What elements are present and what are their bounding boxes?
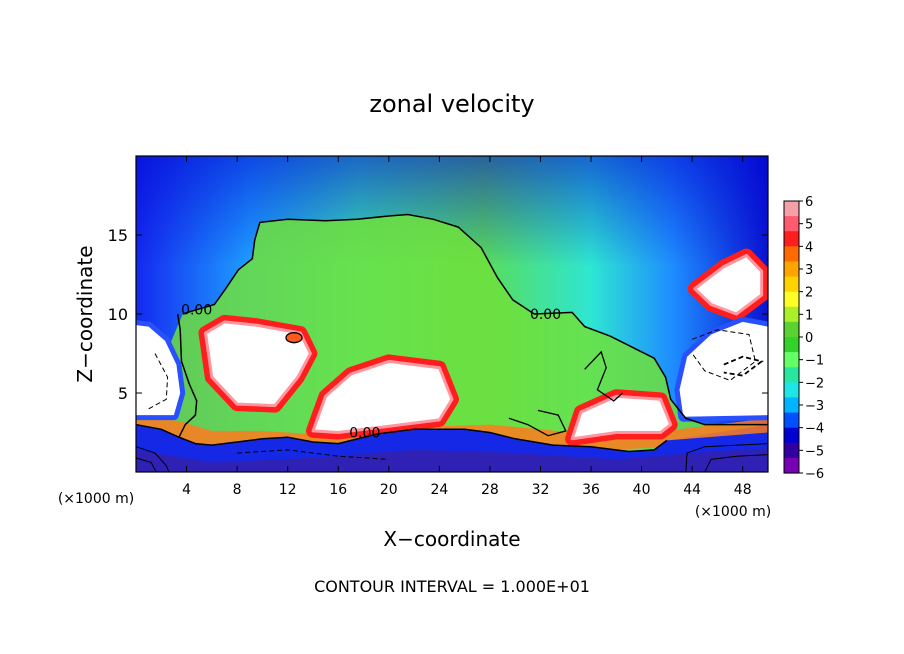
negative-floor-band xyxy=(136,448,768,472)
x-tick-label: 8 xyxy=(233,482,242,498)
colorbar-segment xyxy=(784,306,799,323)
negative-core-left xyxy=(136,325,181,416)
colorbar-segment xyxy=(784,337,799,353)
negative-contour-right xyxy=(691,329,756,381)
colorbar-tick-label: 6 xyxy=(805,195,813,210)
x-unit-left: (×1000 m) xyxy=(58,491,134,507)
colorbar-tick-label: −3 xyxy=(805,399,824,414)
x-tick-label: 48 xyxy=(734,482,752,498)
colorbar-segment xyxy=(784,246,799,263)
bottom-left-contour-inner xyxy=(136,457,157,472)
zero-contour-upper xyxy=(182,213,768,426)
x-tick-label: 40 xyxy=(633,482,651,498)
x-tick-label: 36 xyxy=(582,482,600,498)
positive-core-saturated xyxy=(311,359,454,434)
colorbar-segment xyxy=(784,276,799,293)
colorbar-tick-label: −6 xyxy=(805,467,824,482)
colorbar-segment xyxy=(784,427,799,444)
zero-contour-left xyxy=(176,313,198,438)
zero-contour-wiggle xyxy=(508,409,567,437)
x-tick-label: 20 xyxy=(380,482,398,498)
colorbar-tick-label: 5 xyxy=(805,218,813,233)
colorbar-tick-label: 0 xyxy=(805,331,813,346)
colorbar-tick-label: −2 xyxy=(805,376,824,391)
colorbar-segment xyxy=(784,457,799,474)
y-tick-label: 10 xyxy=(108,305,128,324)
x-tick-label: 12 xyxy=(279,482,297,498)
colorbar-tick-label: −5 xyxy=(805,444,824,459)
colorbar-segment xyxy=(784,201,799,217)
zero-contours xyxy=(136,213,768,472)
colorbar-tick-label: −4 xyxy=(805,422,824,437)
y-axis-label: Z−coordinate xyxy=(73,245,97,382)
colorbar-segment xyxy=(784,231,799,247)
y-tick-label: 15 xyxy=(108,226,128,245)
colorbar-segment xyxy=(784,321,799,338)
colorbar-segment xyxy=(784,291,799,308)
colorbar-segment xyxy=(784,261,799,278)
negative-contour-bottom xyxy=(237,449,389,460)
colorbar-segment xyxy=(784,216,799,232)
colorbar-segment xyxy=(784,397,799,414)
colorbar-segment xyxy=(784,382,799,399)
x-tick-label: 24 xyxy=(430,482,448,498)
x-tick-label: 4 xyxy=(182,482,191,498)
plot-area xyxy=(136,156,768,472)
colorbar-segment xyxy=(784,442,799,459)
colorbar-tick-label: 1 xyxy=(805,308,813,323)
colorbar-tick-label: 4 xyxy=(805,240,813,255)
x-axis-label: X−coordinate xyxy=(383,527,520,551)
zero-contour-lower xyxy=(136,423,668,453)
colorbar-segment xyxy=(784,367,799,383)
positive-core-saturated xyxy=(570,394,673,441)
bottom-left-contour xyxy=(136,446,170,472)
x-tick-label: 16 xyxy=(329,482,347,498)
contour-label: 0.00 xyxy=(530,307,561,323)
x-tick-label: 28 xyxy=(481,482,499,498)
chart-title: zonal velocity xyxy=(369,90,534,118)
colorbar-segment xyxy=(784,352,799,368)
positive-core-saturated xyxy=(204,320,312,408)
contour-label: 0.00 xyxy=(349,426,380,442)
contour-label: 0.00 xyxy=(181,302,212,318)
velocity-regions xyxy=(136,214,768,472)
x-tick-label: 44 xyxy=(683,482,701,498)
x-unit-right: (×1000 m) xyxy=(695,504,771,520)
zero-contour-wiggle xyxy=(584,350,624,402)
contour-interval-footer: CONTOUR INTERVAL = 1.000E+01 xyxy=(314,577,590,596)
bottom-right-contour-inner xyxy=(704,454,768,472)
colorbar-tick-label: 3 xyxy=(805,263,813,278)
colorbar: 6 5 4 3 2 1 0 −1 −2 −3 −4 −5 −6 xyxy=(783,195,824,482)
x-tick-label: 32 xyxy=(532,482,550,498)
bottom-right-contour xyxy=(685,443,768,472)
contour-labels: 0.00 0.00 0.00 xyxy=(181,302,561,441)
colorbar-tick-label: −1 xyxy=(805,354,824,369)
y-axis-ticks: 5 10 15 xyxy=(108,226,768,403)
negative-contour-left xyxy=(148,353,169,410)
negative-contour-right-inner xyxy=(723,355,764,377)
positive-core-saturated xyxy=(693,254,764,316)
colorbar-segment xyxy=(784,412,799,429)
colorbar-tick-label: 2 xyxy=(805,286,813,301)
y-tick-label: 5 xyxy=(118,384,128,403)
x-axis-ticks: 4 8 12 16 20 24 28 32 36 40 44 48 xyxy=(182,156,752,498)
small-zero-contour-loop xyxy=(285,332,303,344)
negative-core-right xyxy=(679,321,768,417)
